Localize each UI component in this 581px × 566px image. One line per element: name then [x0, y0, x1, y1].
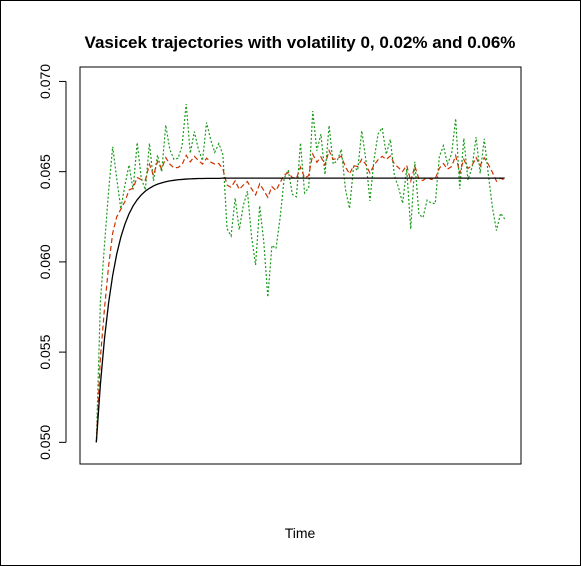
y-tick-label: 0.065: [37, 154, 53, 189]
y-axis: 0.050 0.055 0.060 0.065 0.070: [37, 64, 67, 460]
y-tick-label: 0.070: [37, 64, 53, 99]
y-tick-label: 0.060: [37, 244, 53, 279]
y-tick-label: 0.055: [37, 334, 53, 369]
series-vol-0: [95, 177, 505, 443]
series-vol-0.02: [95, 148, 505, 443]
chart-title: Vasicek trajectories with volatility 0, …: [85, 33, 516, 52]
y-tick-label: 0.050: [37, 425, 53, 460]
x-axis-label: Time: [285, 525, 316, 541]
plot-area-border: [79, 66, 522, 465]
series-group: [95, 103, 506, 443]
series-vol-0.06: [95, 103, 506, 443]
